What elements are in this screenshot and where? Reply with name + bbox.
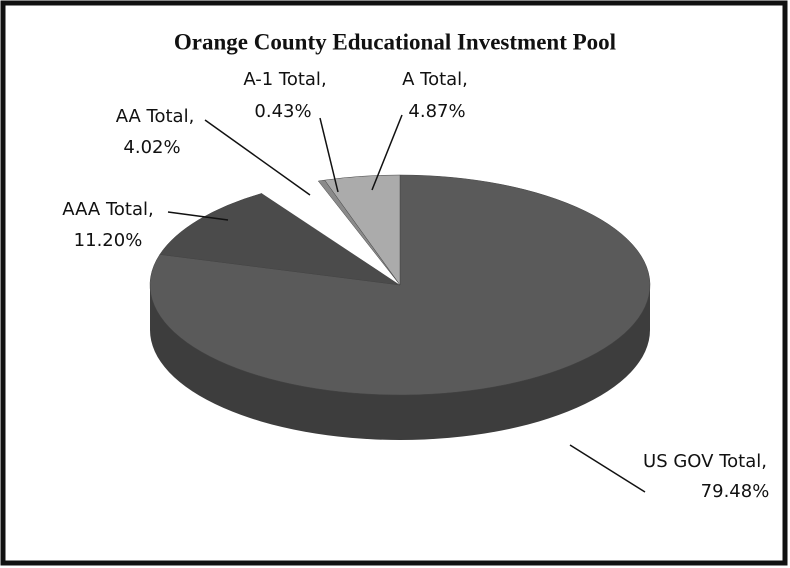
slice-label: US GOV Total, (643, 451, 767, 472)
pie-slice (159, 193, 401, 286)
value-label: 79.48% (701, 481, 770, 502)
leader-line (371, 114, 403, 191)
leader-line (569, 444, 646, 493)
value-label: 4.87% (408, 101, 465, 122)
leader-line (319, 117, 339, 193)
slice-label: A Total, (402, 69, 468, 90)
pie-slice (324, 174, 401, 286)
value-label: 4.02% (123, 137, 180, 158)
slice-label: AA Total, (116, 106, 195, 127)
leader-line (167, 211, 229, 221)
value-label: 11.20% (74, 230, 143, 251)
pie-slice (261, 181, 400, 285)
value-label: 0.43% (254, 101, 311, 122)
leader-line (204, 119, 311, 196)
slice-label: A-1 Total, (243, 69, 326, 90)
slice-label: AAA Total, (62, 199, 153, 220)
chart-title: Orange County Educational Investment Poo… (174, 29, 616, 54)
pie (149, 174, 651, 440)
